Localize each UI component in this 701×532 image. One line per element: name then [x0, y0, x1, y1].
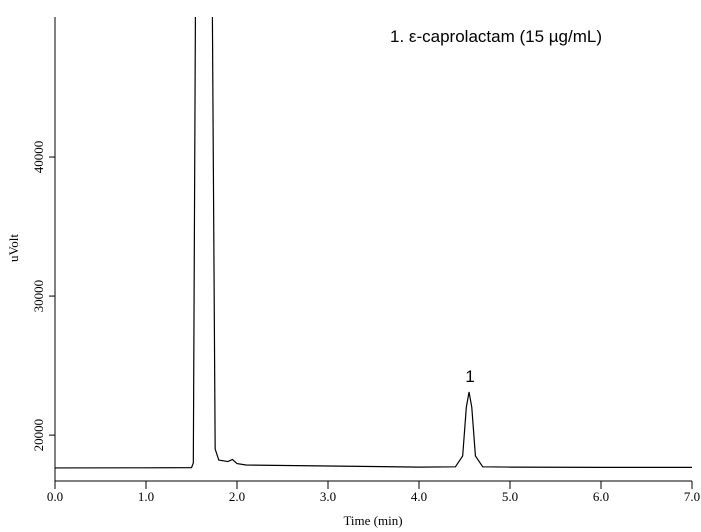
- x-tick-label: 2.0: [229, 489, 245, 504]
- x-tick-label: 6.0: [593, 489, 609, 504]
- x-tick-label: 3.0: [320, 489, 336, 504]
- x-tick-label: 4.0: [411, 489, 427, 504]
- x-tick-label: 1.0: [138, 489, 154, 504]
- x-tick-label: 0.0: [47, 489, 63, 504]
- x-tick-label: 7.0: [684, 489, 700, 504]
- x-axis-label: Time (min): [343, 513, 402, 528]
- legend-text: 1. ε-caprolactam (15 µg/mL): [390, 27, 602, 46]
- data-line: [55, 17, 692, 469]
- y-axis-label: uVolt: [6, 234, 21, 262]
- y-tick-label: 40000: [31, 141, 46, 174]
- x-tick-label: 5.0: [502, 489, 518, 504]
- y-tick-label: 30000: [31, 280, 46, 313]
- y-tick-label: 20000: [31, 419, 46, 452]
- peak-label: 1: [465, 367, 474, 386]
